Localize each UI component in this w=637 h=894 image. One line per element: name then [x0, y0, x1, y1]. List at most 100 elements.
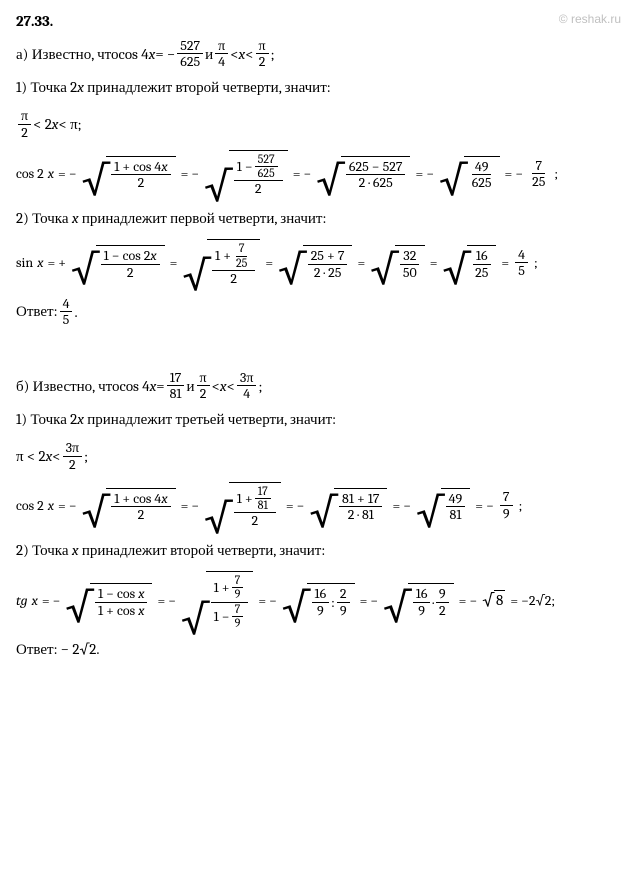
- var-x: x: [48, 497, 54, 514]
- text: 1 −: [237, 159, 253, 174]
- range-left: π 4: [215, 38, 228, 70]
- var-x: x: [72, 209, 79, 227]
- semicolon: ;: [519, 497, 523, 514]
- sqrt-sign: √: [443, 257, 471, 282]
- inner-frac: 7 25: [233, 242, 250, 269]
- part-b-intro: б) Известно, что cos 4 x = 17 81 и π 2 <…: [16, 370, 621, 402]
- range-left: π 2: [197, 370, 210, 402]
- var-x: x: [138, 602, 144, 619]
- frac-num: 1 − 527 625: [234, 153, 283, 181]
- text: 1 + cos: [98, 602, 138, 619]
- text: < π;: [58, 115, 81, 134]
- sqrt-sign: √: [82, 500, 110, 525]
- inner-frac: 7 9: [232, 603, 244, 630]
- sinx-label: sin: [16, 254, 33, 271]
- frac-den: 4: [215, 54, 228, 69]
- sqrt-sign: √: [383, 595, 411, 620]
- frac-den: 2: [252, 181, 265, 196]
- frac-num: 17: [255, 485, 271, 499]
- var-x: x: [161, 490, 167, 507]
- frac-num: 7: [532, 158, 545, 174]
- sqrt-1: √ 1 + cos 4x 2: [82, 156, 176, 191]
- frac-den: 81: [167, 386, 185, 401]
- semicolon: ;: [84, 447, 88, 465]
- frac-num: 16: [473, 248, 491, 264]
- sqrt-sign: √: [182, 263, 210, 288]
- step2-text-b: 2) Точка x принадлежит второй четверти, …: [16, 539, 621, 562]
- sqrt-sign: √: [71, 257, 99, 282]
- final-result: = −2√2;: [510, 592, 555, 609]
- sqrt-2: √ 1 − 527 625 2: [204, 150, 288, 197]
- frac-den: 2: [18, 125, 31, 140]
- sqrt-content: 32 50: [395, 245, 425, 280]
- sqrt-content: 1 + 7 25 2: [207, 239, 260, 286]
- frac-num: 49: [472, 159, 492, 175]
- sqrt-sign: √: [309, 500, 337, 525]
- cos-label: cos 4: [120, 375, 150, 398]
- frac-den: 25: [529, 174, 548, 189]
- frac-den: 2: [249, 513, 262, 528]
- frac-den: 25: [233, 257, 250, 270]
- frac-num: 1 + 17 81: [234, 485, 276, 513]
- inner-frac: 17 81: [255, 485, 271, 512]
- frac-num: 1 + 7 9: [211, 574, 249, 602]
- neg: = −: [392, 497, 411, 514]
- frac-num: 32: [400, 248, 419, 264]
- period: .: [74, 303, 77, 321]
- frac-num: 625 − 527: [346, 159, 406, 175]
- frac-den: 2: [135, 175, 148, 190]
- pi-over-2: π 2: [18, 108, 31, 140]
- intro-prefix: б) Известно, что: [16, 375, 120, 398]
- step1-range: π 2 < 2 x < π;: [16, 108, 621, 140]
- frac: 1 + cos 4x 2: [111, 159, 170, 191]
- frac-num: 527: [177, 38, 203, 54]
- sqrt-content: 49 81: [441, 488, 471, 523]
- frac-den: 9: [337, 603, 350, 618]
- sqrt-3: √ 25 + 7 2 · 25: [278, 245, 352, 280]
- step2-text: 2) Точка x принадлежит первой четверти, …: [16, 207, 621, 230]
- frac-den: 1 − 7 9: [211, 603, 249, 630]
- frac-num: 17: [167, 370, 185, 386]
- result-frac: 7 25: [529, 158, 548, 190]
- tgx-label: tg: [16, 592, 28, 609]
- eq: =: [170, 254, 178, 271]
- var-x: x: [220, 375, 227, 398]
- sqrt-sign: √: [181, 607, 209, 632]
- text: 1 +: [215, 248, 231, 263]
- part-a-intro: а) Известно, что cos 4 x = − 527 625 и π…: [16, 38, 621, 70]
- sqrt-content: 16 9 : 2 9: [307, 583, 355, 618]
- frac-den: 2: [124, 265, 137, 280]
- frac: 81 + 17 2 · 81: [339, 491, 382, 523]
- sqrt-3: √ 16 9 : 2 9: [282, 583, 355, 618]
- frac-num: 7: [232, 574, 244, 588]
- frac-num: π: [256, 38, 269, 54]
- sqrt-1: √ 1 + cos 4x 2: [82, 488, 176, 523]
- sqrt-sign: √: [204, 174, 232, 199]
- frac-num: 1 + 7 25: [212, 242, 255, 270]
- var-x: x: [32, 592, 38, 609]
- sqrt-content: 1 − 527 625 2: [229, 150, 288, 197]
- answer-b: Ответ: − 2√2.: [16, 640, 621, 659]
- frac-num: 25 + 7: [308, 248, 348, 264]
- sqrt-content: 1 + 7 9 1 − 7 9: [206, 571, 254, 630]
- cos-label: cos 4: [119, 43, 149, 66]
- frac-den: 2: [135, 507, 148, 522]
- problem-number: 27.33.: [16, 12, 53, 30]
- neg: = −: [475, 497, 494, 514]
- sqrt-sign: √: [65, 595, 93, 620]
- sqrt-2: √ 1 + 7 25 2: [182, 239, 260, 286]
- sqrt-content: 49 625: [464, 156, 500, 191]
- sqrt-content: 1 − cos x 1 + cos x: [90, 583, 152, 618]
- var-x: x: [37, 254, 43, 271]
- neg: = −: [505, 165, 524, 182]
- given-fraction: 527 625: [177, 38, 203, 70]
- frac-den: 9: [232, 588, 244, 601]
- sqrt-content: 1 + cos 4x 2: [106, 156, 175, 191]
- sqrt-content: 1 + 17 81 2: [229, 482, 281, 529]
- inner-frac: 7 9: [232, 574, 244, 601]
- result-frac: 4 5: [515, 247, 528, 279]
- given-fraction: 17 81: [167, 370, 185, 402]
- var-x: x: [239, 43, 246, 66]
- frac: 3π 2: [63, 440, 83, 472]
- range-right: 3π 4: [237, 370, 257, 402]
